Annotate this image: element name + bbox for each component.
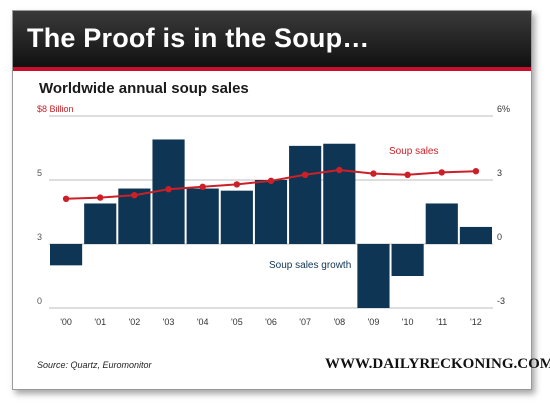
x-tick-label: '10 [402,317,414,327]
soup-sales-growth-label: Soup sales growth [269,260,351,271]
growth-bar [84,203,117,244]
x-tick-label: '07 [299,317,311,327]
sales-point [472,168,480,175]
x-tick-label: '04 [197,317,209,327]
right-tick-label: 0 [497,232,502,242]
chart-card: The Proof is in the Soup… Worldwide annu… [12,10,550,390]
growth-bar [220,190,253,244]
left-tick-label: 5 [37,168,42,178]
title-banner: The Proof is in the Soup… [13,11,531,71]
growth-bar [357,244,390,308]
sales-point [404,171,411,178]
brand-link[interactable]: WWW.DAILYRECKONING.COM [325,356,550,372]
right-tick-label: 3 [497,168,502,178]
growth-bar [50,244,83,266]
sales-point [370,170,377,177]
x-tick-label: '09 [368,317,380,327]
x-tick-label: '03 [163,317,175,327]
left-tick-label: 3 [37,232,42,242]
banner-title: The Proof is in the Soup… [27,23,370,53]
right-tick-label: -3 [497,296,505,306]
sales-point [131,192,138,199]
left-tick-label: 0 [37,296,42,306]
x-tick-label: '08 [333,317,345,327]
sales-line [62,166,480,202]
left-tick-label: $8 Billion [37,104,74,114]
x-tick-label: '02 [129,317,141,327]
sales-point [165,186,172,193]
sales-point [336,166,343,174]
sales-point [301,171,309,178]
growth-bars [50,139,492,308]
soup-sales-label: Soup sales [389,146,438,157]
growth-bar [289,145,322,244]
x-tick-label: '05 [231,317,243,327]
source-note: Source: Quartz, Euromonitor [37,360,152,370]
chart-subtitle: Worldwide annual soup sales [39,80,249,97]
sales-point [438,169,445,176]
sales-point [97,194,104,201]
x-tick-label: '06 [265,317,277,327]
x-tick-label: '12 [470,317,482,327]
sales-point [199,183,206,190]
x-tick-label: '11 [436,317,447,327]
growth-bar [323,143,356,244]
x-tick-label: '01 [94,317,106,327]
x-tick-label: '00 [60,317,72,327]
right-tick-label: 6% [497,104,510,114]
growth-bar [459,226,492,244]
growth-bar [391,244,424,276]
growth-bar [425,203,458,244]
sales-point [233,181,241,188]
sales-point [267,177,275,184]
sales-point [62,195,70,202]
growth-bar [254,180,288,244]
growth-bar [186,188,219,244]
axis-labels: $8 Billion 6% 5 3 3 0 0 -3 '00 '01 '02 '03 '04 '05 '06… [37,104,510,327]
combo-chart: $8 Billion 6% 5 3 3 0 0 -3 '00 '01 '02 '03 '04 '05 '06… [37,104,510,327]
